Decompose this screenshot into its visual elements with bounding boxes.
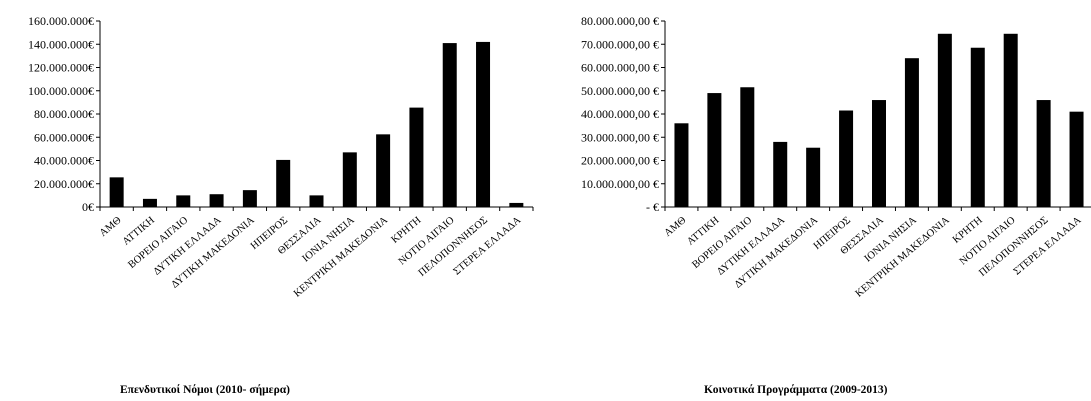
chart-investment-laws: 0€ 20.000.000€ 40.000.000€ 60.000.000€ 80.00… — [0, 0, 545, 401]
bar — [937, 33, 952, 207]
chart-title: Κοινοτικά Προγράμματα (2009-2013) — [704, 384, 888, 396]
bar — [109, 177, 124, 207]
bar — [674, 123, 689, 207]
y-tick-label: 20.000.000€ — [34, 177, 94, 191]
bar — [707, 93, 722, 207]
chart-community-programs: - € 10.000.000,00 € 20.000.000,00 € 30.000.… — [545, 0, 1091, 401]
x-tick-label: ΑΜΘ — [98, 215, 124, 239]
y-tick-label: 60.000.000,00 € — [581, 61, 659, 75]
y-tick-label: 40.000.000€ — [34, 154, 94, 168]
y-tick-label: 10.000.000,00 € — [581, 177, 659, 191]
bar — [1003, 33, 1018, 207]
bar — [872, 100, 886, 207]
bar — [376, 134, 391, 207]
y-tick-label: 120.000.000€ — [28, 61, 94, 75]
bar — [309, 195, 324, 207]
bar — [740, 87, 755, 207]
y-tick-label: 160.000.000€ — [28, 14, 94, 28]
bar — [904, 58, 919, 208]
bar — [276, 159, 291, 207]
bar — [342, 152, 357, 207]
y-tick-label: 140.000.000€ — [28, 37, 94, 51]
y-tick-label: 60.000.000€ — [34, 130, 94, 144]
bar — [209, 194, 224, 207]
bar — [176, 195, 191, 207]
bar — [409, 107, 424, 207]
y-tick-label: 80.000.000,00 € — [581, 14, 659, 28]
y-tick-label: 30.000.000,00 € — [581, 130, 659, 144]
bar — [509, 202, 524, 207]
y-tick-label: 0€ — [82, 200, 94, 214]
bar — [476, 41, 491, 207]
bar — [1069, 111, 1084, 207]
bar — [242, 190, 257, 207]
bar — [773, 141, 788, 207]
y-tick-label: - € — [646, 200, 659, 214]
chart-title: Επενδυτικοί Νόμοι (2010- σήμερα) — [120, 384, 290, 396]
y-tick-label: 40.000.000,00 € — [581, 107, 659, 121]
y-tick-label: 100.000.000€ — [28, 84, 94, 98]
bar — [839, 110, 854, 207]
y-tick-label: 50.000.000,00 € — [581, 84, 659, 98]
y-tick-label: 70.000.000,00 € — [581, 37, 659, 51]
y-tick-label: 20.000.000,00 € — [581, 154, 659, 168]
bar — [1036, 100, 1051, 207]
x-tick-label: ΑΜΘ — [663, 215, 689, 239]
bar — [142, 198, 157, 207]
bar — [442, 43, 457, 208]
bar — [806, 147, 821, 207]
bar — [970, 47, 985, 207]
y-tick-label: 80.000.000€ — [34, 107, 94, 121]
x-tick-label: ΝΟΤΙΟ ΑΙΓΑΙΟ — [958, 215, 1018, 268]
chart-community-programs-plot: - € 10.000.000,00 € 20.000.000,00 € 30.000.… — [581, 14, 1091, 300]
chart-investment-laws-plot: 0€ 20.000.000€ 40.000.000€ 60.000.000€ 80.00… — [28, 14, 534, 300]
